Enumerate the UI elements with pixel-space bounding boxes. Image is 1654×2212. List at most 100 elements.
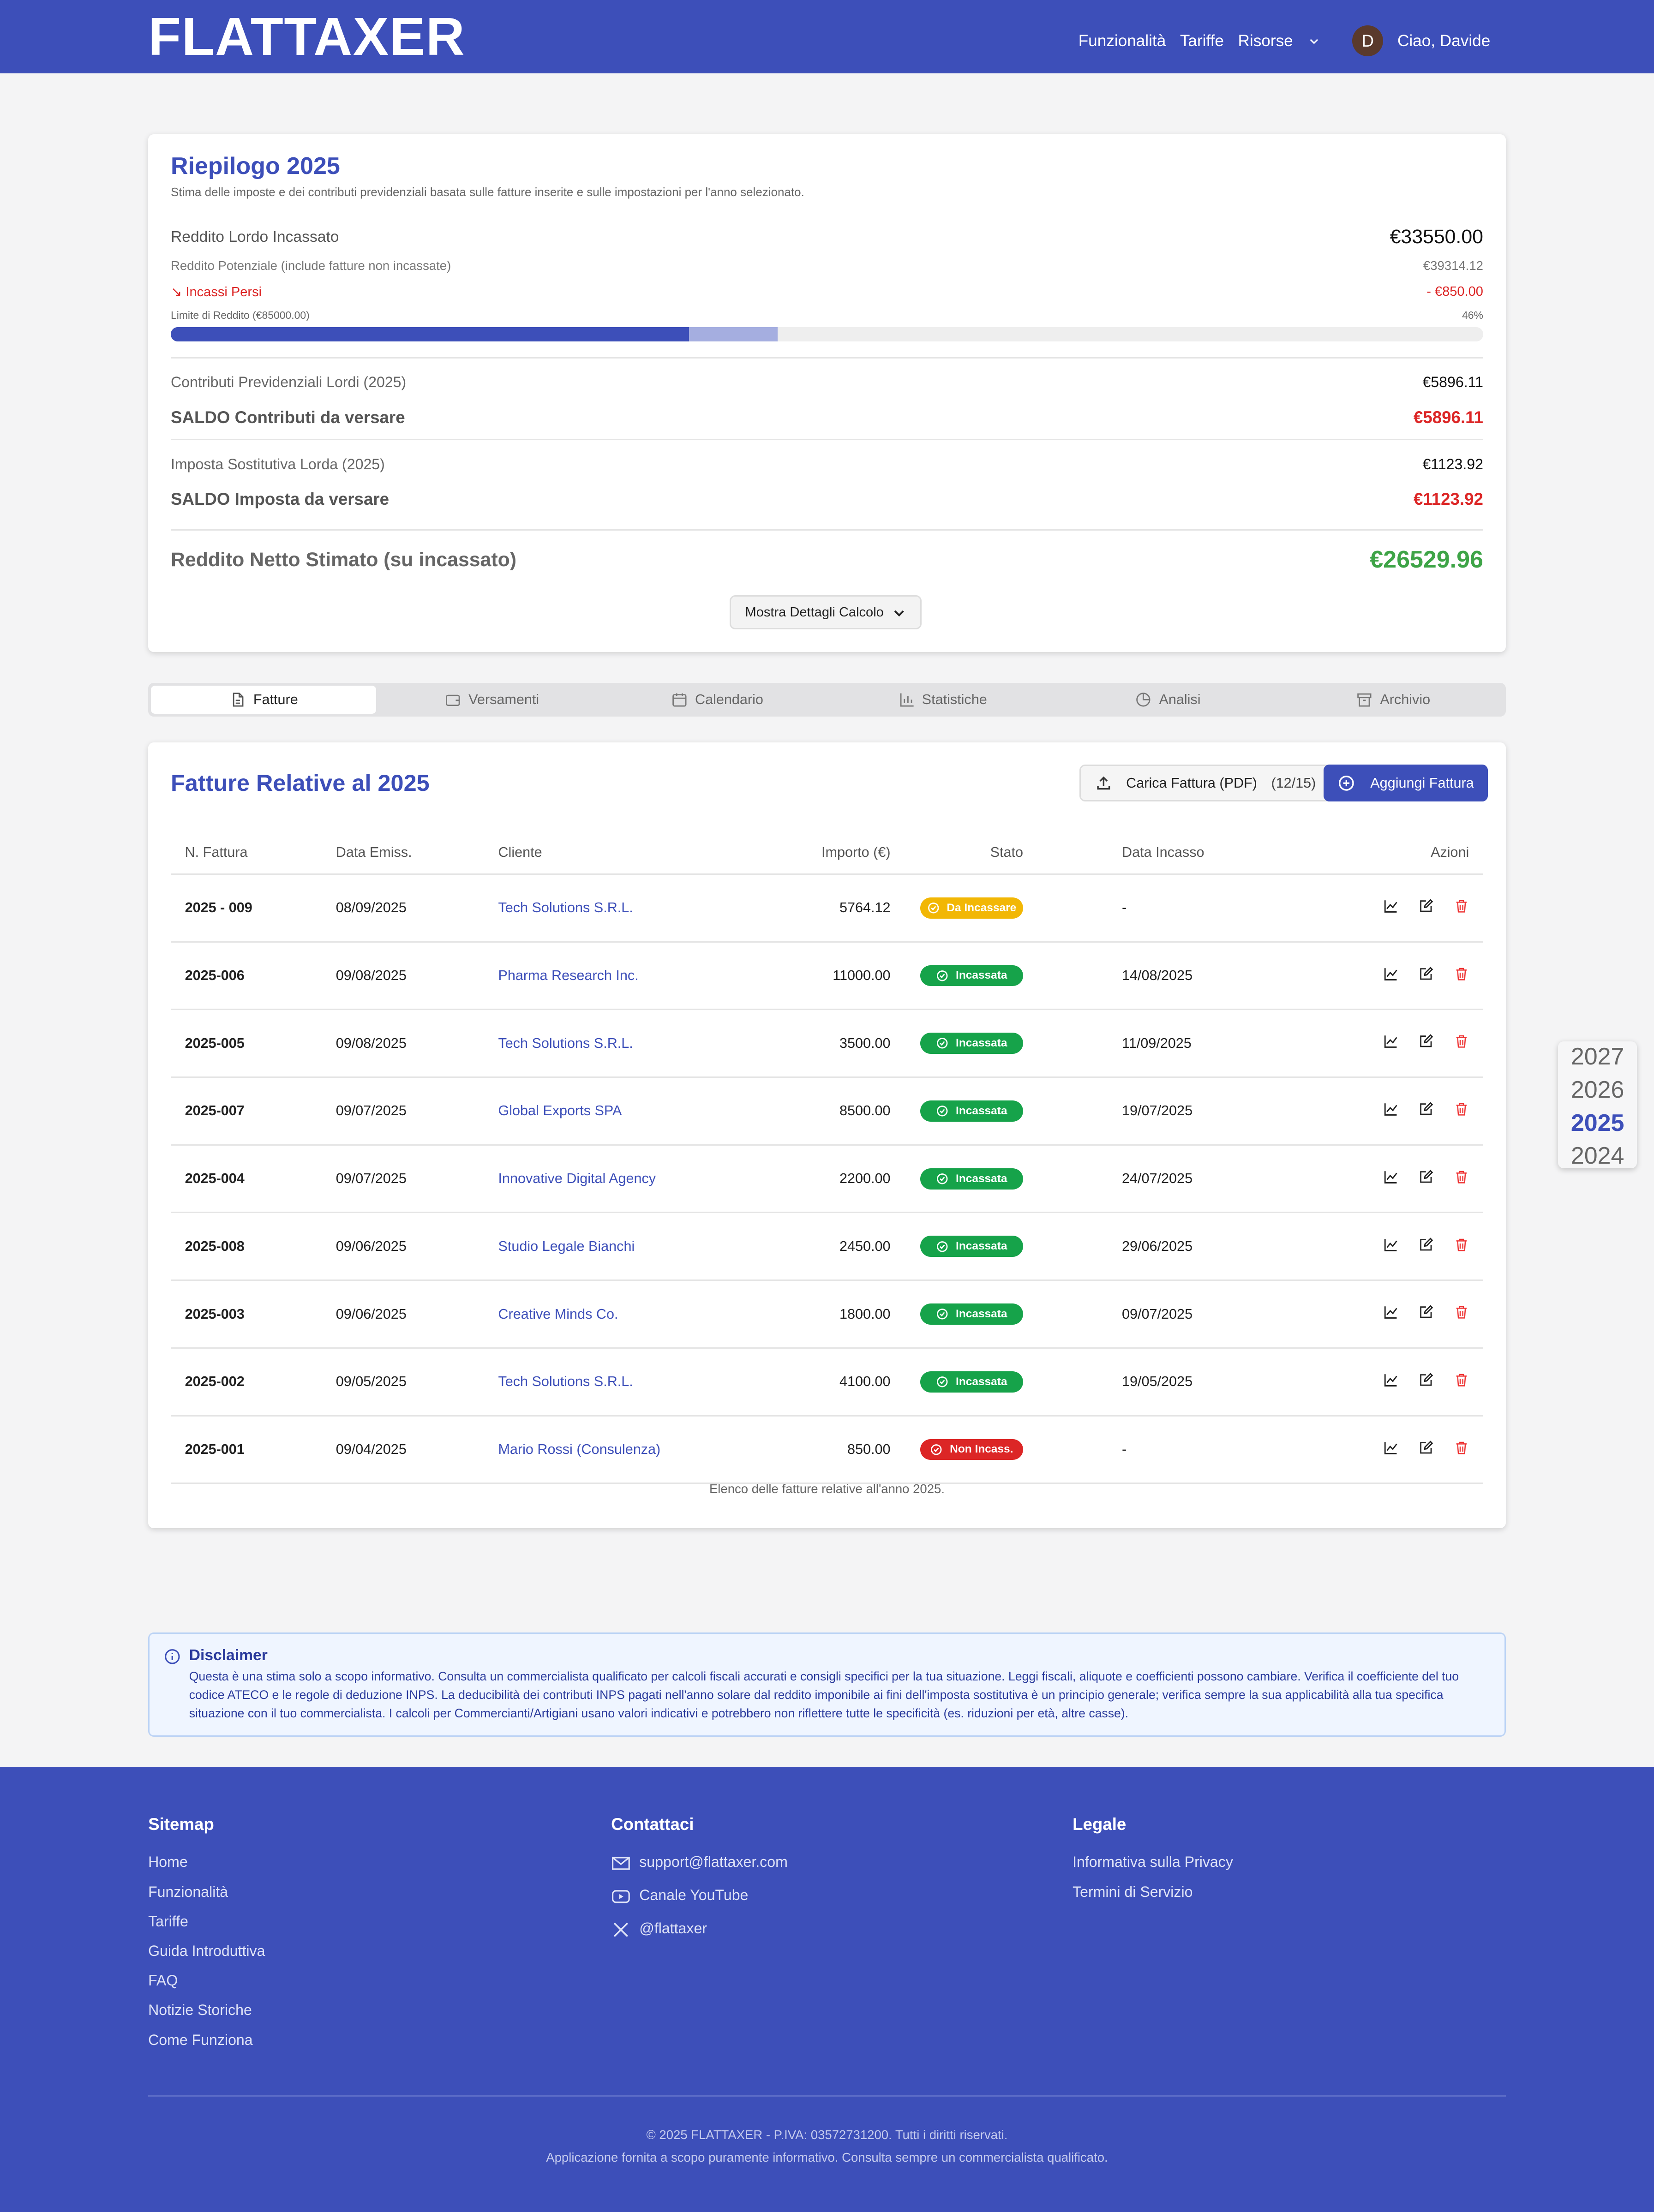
column-header: Importo (€) [766,831,905,875]
delete-action[interactable] [1454,1101,1469,1117]
chart-action[interactable] [1383,1169,1399,1185]
action-group [1383,898,1469,914]
tab[interactable]: Versamenti [379,683,605,717]
delete-action[interactable] [1454,1169,1469,1185]
delete-action[interactable] [1454,966,1469,982]
edit-action[interactable] [1418,1237,1434,1253]
nav-link[interactable]: Tariffe [1180,31,1224,50]
chart-action[interactable] [1383,1372,1399,1388]
paid-date: 19/07/2025 [1037,1077,1263,1146]
chart-action[interactable] [1383,1101,1399,1117]
client-link[interactable]: Creative Minds Co. [498,1306,618,1322]
delete-action[interactable] [1454,1237,1469,1253]
footer-link[interactable]: Guida Introduttiva [148,1943,265,1972]
footer-link[interactable]: Informativa sulla Privacy [1073,1853,1233,1883]
delete-action[interactable] [1454,1440,1469,1456]
edit-action[interactable] [1418,1101,1434,1117]
invoices-title: Fatture Relative al 2025 [171,769,430,796]
edit-action-svg [1420,899,1433,912]
footer-link[interactable]: Funzionalità [148,1883,265,1913]
client-link[interactable]: Global Exports SPA [498,1103,622,1119]
footer-link[interactable]: FAQ [148,1972,265,2002]
tab[interactable]: Fatture [151,686,377,714]
tab[interactable]: Statistiche [830,683,1055,717]
delete-action[interactable] [1454,1034,1469,1049]
tab[interactable]: Archivio [1281,683,1506,717]
nav-link[interactable]: Funzionalità [1078,31,1166,50]
add-invoice-button[interactable]: Aggiungi Fattura [1324,765,1488,801]
footer-link[interactable]: Notizie Storiche [148,2002,265,2031]
edit-action[interactable] [1418,1169,1434,1185]
value: €26529.96 [1370,546,1483,574]
invoice-row: 2025-003 09/06/2025 Creative Minds Co. 1800… [171,1280,1483,1349]
chart-action[interactable] [1383,1034,1399,1049]
client-link[interactable]: Mario Rossi (Consulenza) [498,1441,661,1457]
footer-link[interactable]: Tariffe [148,1913,265,1943]
edit-action[interactable] [1418,1304,1434,1320]
edit-action[interactable] [1418,898,1434,914]
edit-action[interactable] [1418,1372,1434,1388]
user-greeting[interactable]: Ciao, Davide [1397,31,1491,50]
details-button[interactable]: Mostra Dettagli Calcolo [729,595,922,629]
tab-icon-svg [672,693,687,707]
footer-link-text: Home [148,1853,188,1871]
nav-link[interactable]: Risorse [1238,31,1293,50]
delete-action[interactable] [1454,1304,1469,1320]
status-badge: Incassata [920,1100,1023,1122]
chart-action[interactable] [1383,898,1399,914]
value: €5896.11 [1413,407,1483,427]
chart-action[interactable] [1383,1440,1399,1456]
chart-action[interactable] [1383,1237,1399,1253]
footer-link[interactable]: Home [148,1853,265,1883]
footer-link[interactable]: @flattaxer [611,1920,788,1953]
client-link[interactable]: Tech Solutions S.R.L. [498,900,633,916]
action-group [1383,1304,1469,1320]
year-option[interactable]: 2027 [1570,1043,1624,1070]
delete-action[interactable] [1454,1372,1469,1388]
header-row: N. Fattura Data Emiss. Cliente Importo (€) S… [171,831,1483,875]
invoice-number: 2025 - 009 [171,874,322,943]
delete-action-svg [1456,900,1467,913]
delete-action[interactable] [1454,898,1469,914]
footer-link-text: Canale YouTube [639,1887,749,1904]
value: 46% [1462,309,1483,321]
invoice-number: 2025-002 [171,1348,322,1417]
footer-link[interactable]: support@flattaxer.com [611,1853,788,1887]
separator [171,529,1483,531]
status-label: Incassata [956,1240,1007,1253]
year-option[interactable]: 2026 [1570,1076,1624,1103]
client-link[interactable]: Tech Solutions S.R.L. [498,1035,633,1051]
top-bar: FLATTAXER Funzionalità Tariffe Risorse D Cia… [0,0,1654,74]
delete-action-svg [1456,1103,1467,1116]
footer-link[interactable]: Termini di Servizio [1073,1883,1233,1913]
footer-link[interactable]: Canale YouTube [611,1887,788,1920]
tab[interactable]: Calendario [605,683,830,717]
client-link[interactable]: Studio Legale Bianchi [498,1238,635,1254]
tab-label: Archivio [1380,692,1431,708]
client-link[interactable]: Tech Solutions S.R.L. [498,1374,633,1390]
tab-icon [229,691,246,708]
client-link[interactable]: Pharma Research Inc. [498,967,639,983]
edit-action[interactable] [1418,1034,1434,1049]
tab[interactable]: Analisi [1055,683,1280,717]
progress-track [171,327,1483,342]
paid-date: 24/07/2025 [1037,1145,1263,1214]
action-group [1383,1169,1469,1185]
edit-action[interactable] [1418,966,1434,982]
edit-action[interactable] [1418,1440,1434,1456]
year-option[interactable]: 2025 [1570,1109,1624,1136]
brand-logo[interactable]: FLATTAXER [148,6,466,67]
chart-action[interactable] [1383,1304,1399,1320]
year-option[interactable]: 2024 [1570,1142,1624,1170]
chevron-icon-svg [1310,39,1318,44]
footer-link[interactable]: Come Funziona [148,2032,265,2061]
chart-action-svg [1384,1171,1397,1184]
avatar[interactable]: D [1352,25,1384,57]
upload-button[interactable]: Carica Fattura (PDF) (12/15) [1079,765,1331,801]
chart-action[interactable] [1383,966,1399,982]
table-body: 2025 - 009 08/09/2025 Tech Solutions S.R.L… [171,874,1483,1484]
client-link[interactable]: Innovative Digital Agency [498,1171,656,1187]
status-cell: Incassata [905,1145,1037,1214]
tab-label: Statistiche [922,692,987,708]
